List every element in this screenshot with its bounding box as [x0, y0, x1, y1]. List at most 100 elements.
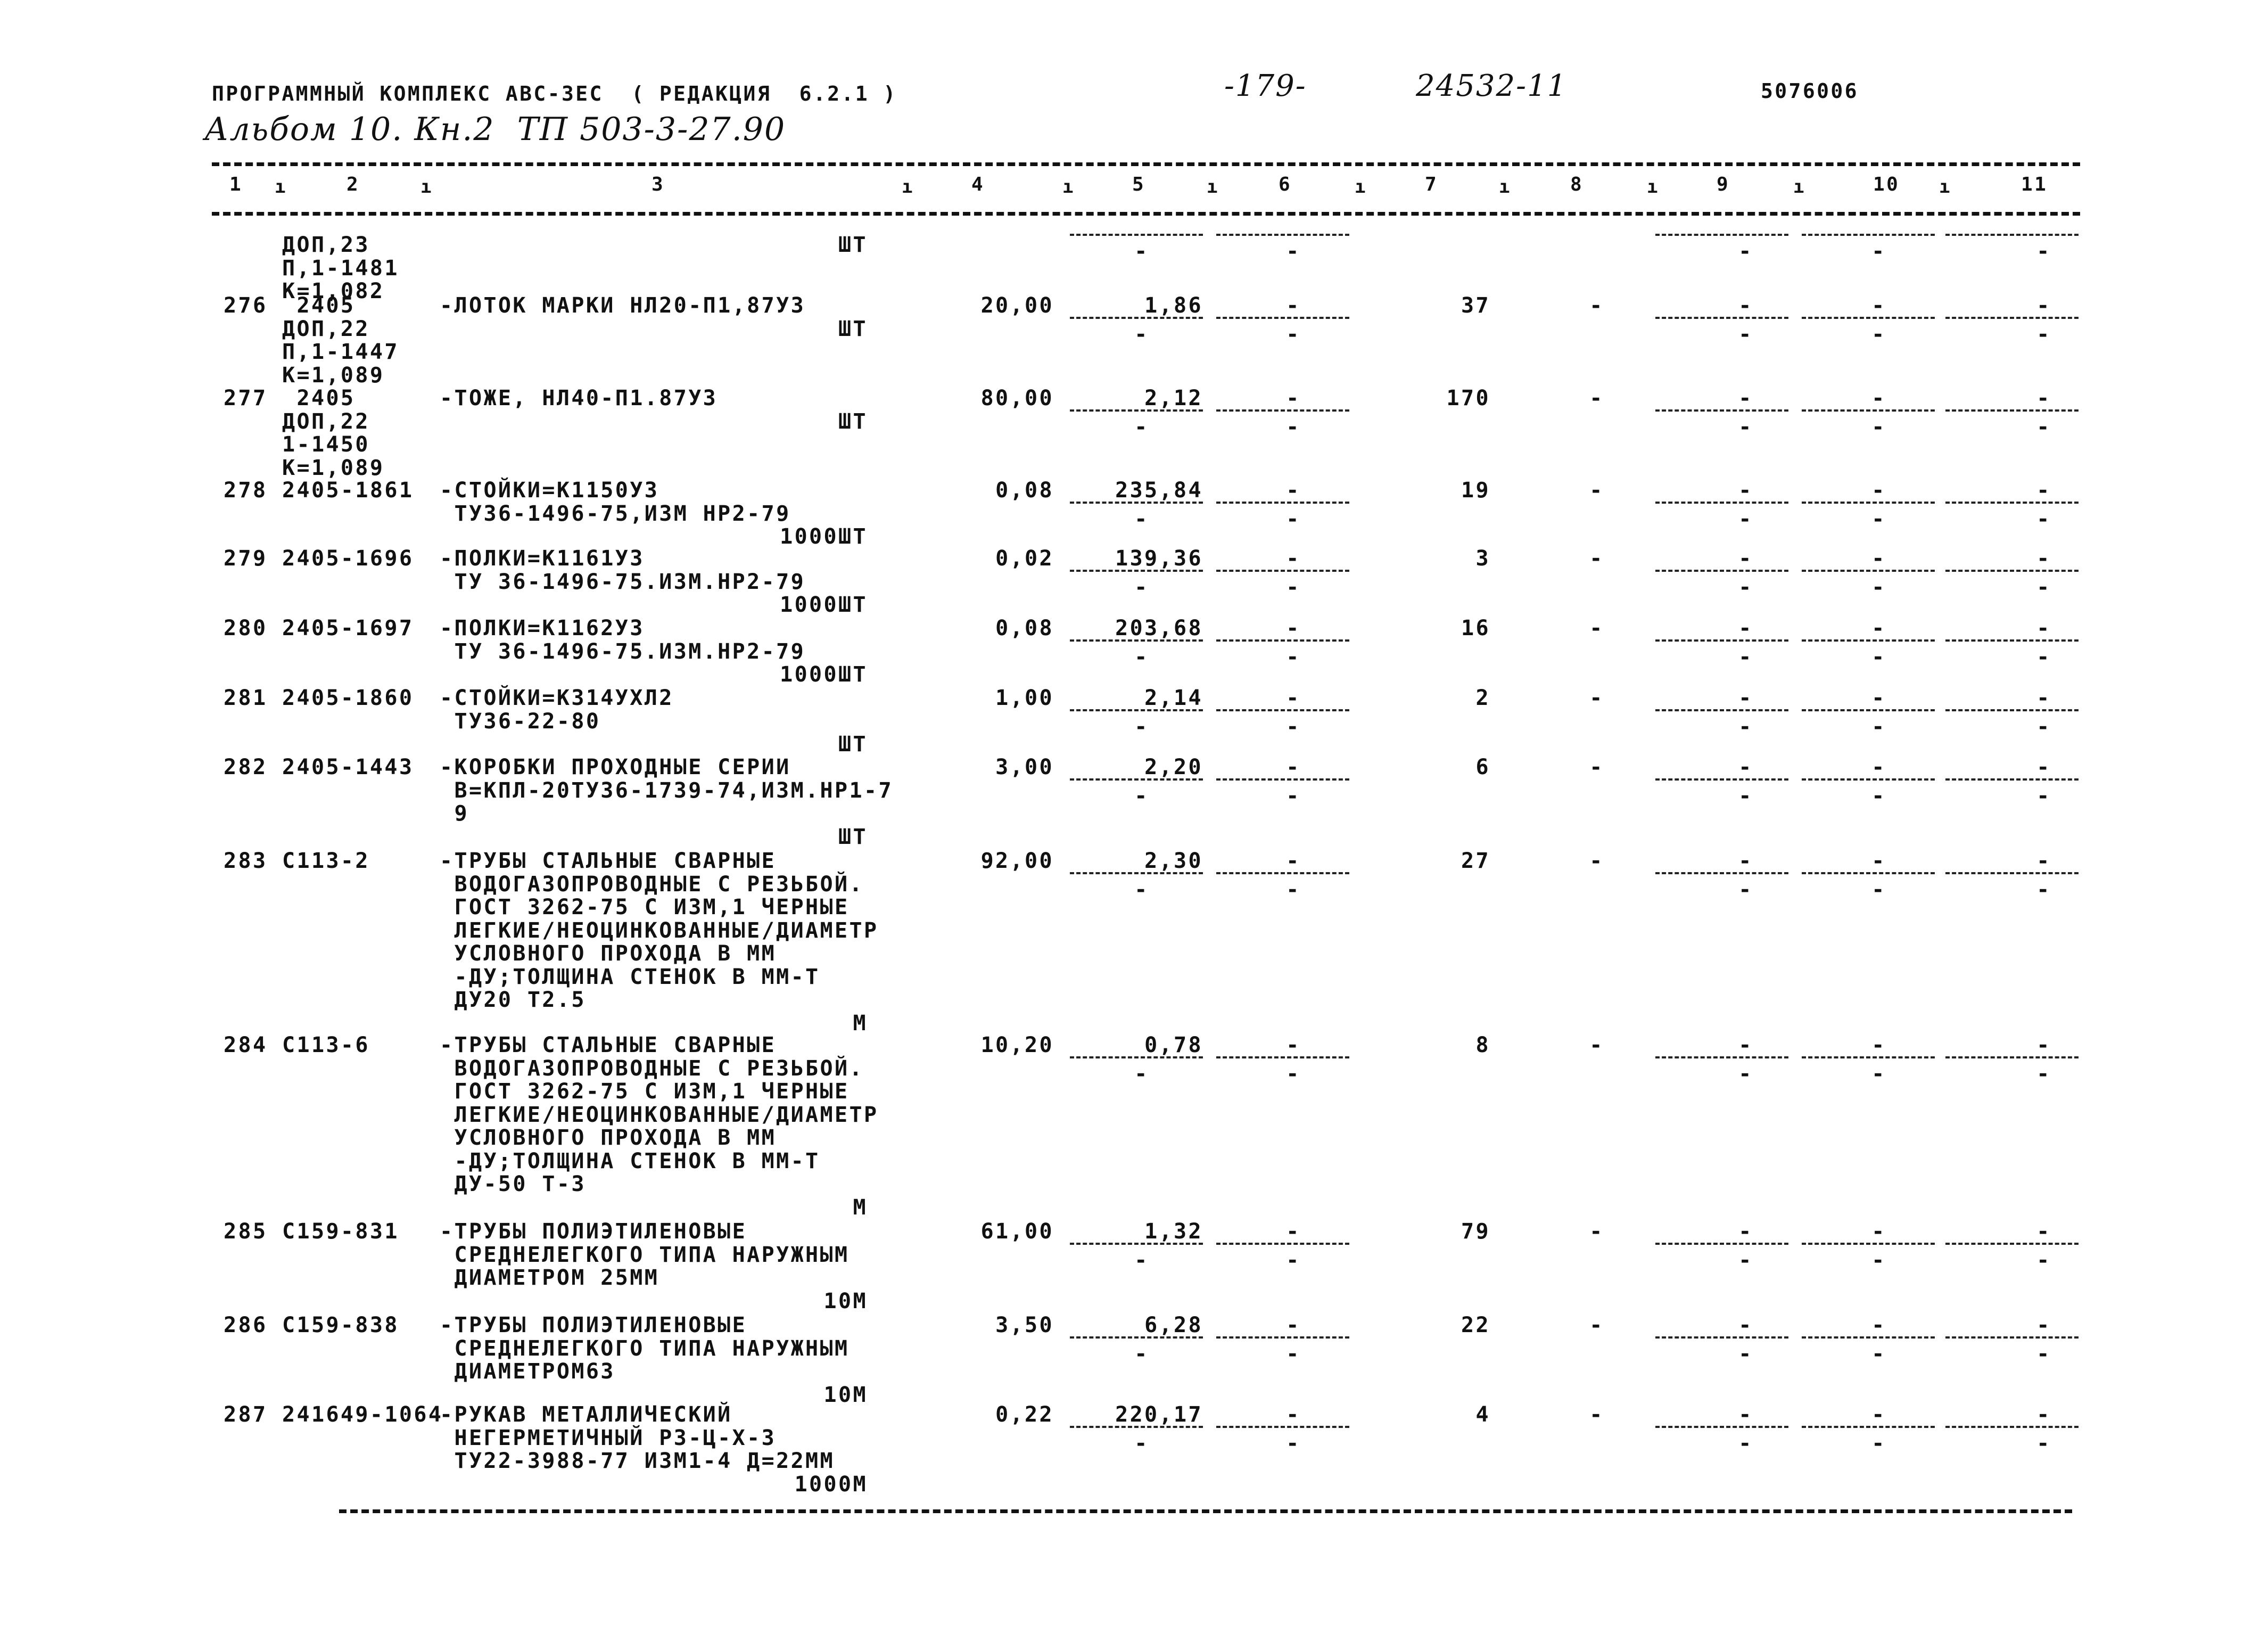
dashed-subtotal-line [1802, 234, 1935, 236]
unit-price-value: 1,86 [1144, 293, 1203, 318]
col11-value: - [2036, 686, 2051, 710]
col9-value: - [1738, 546, 1753, 571]
unit-of-measure: ШТ [838, 732, 868, 757]
dashed-subtotal-line [1216, 1426, 1349, 1428]
total-value: 6 [1475, 755, 1490, 779]
sub-value: - [1286, 784, 1301, 808]
column-separator: ı [1647, 176, 1660, 198]
col9-value: - [1738, 755, 1753, 779]
col9-value: - [1738, 1402, 1753, 1427]
dashed-subtotal-line [1070, 778, 1203, 781]
col6-value: - [1286, 755, 1301, 779]
column-number: 3 [651, 174, 665, 195]
sub-value: - [1738, 575, 1753, 600]
sub-value: - [1286, 1062, 1301, 1086]
item-description-line: ДУ20 Т2.5 [440, 988, 586, 1012]
dashed-subtotal-line [1216, 409, 1349, 412]
sub-value: - [1738, 1342, 1753, 1366]
item-description-line: 9 [440, 801, 469, 826]
item-description-line: СРЕДНЕЛЕГКОГО ТИПА НАРУЖНЫМ [440, 1242, 850, 1267]
unit-of-measure: 1000М [794, 1472, 868, 1497]
item-code-line: ДОП,22 [282, 409, 370, 434]
sub-value: - [1286, 715, 1301, 739]
item-code-line: 241649-1064 [282, 1402, 443, 1427]
sub-value: - [1871, 575, 1886, 600]
col8-value: - [1589, 1402, 1604, 1427]
unit-of-measure: 1000ШТ [780, 593, 868, 617]
item-number: 283 [224, 849, 268, 873]
item-description-line: УСЛОВНОГО ПРОХОДА В ММ [440, 1126, 777, 1150]
item-number: 287 [224, 1402, 268, 1427]
sub-value: - [1871, 877, 1886, 902]
unit-of-measure: 1000ШТ [780, 662, 868, 687]
sub-value: - [2036, 415, 2051, 439]
total-value: 2 [1475, 686, 1490, 710]
dashed-subtotal-line [1655, 639, 1788, 642]
item-code-line: 2405 [282, 293, 356, 318]
total-value: 3 [1475, 546, 1490, 571]
item-description-line: ТУ36-1496-75,ИЗМ НР2-79 [440, 501, 791, 526]
column-separator: ı [275, 176, 287, 198]
col9-value: - [1738, 686, 1753, 710]
col10-value: - [1871, 1313, 1886, 1337]
sub-value: - [1134, 645, 1149, 669]
col9-value: - [1738, 1033, 1753, 1057]
col8-value: - [1589, 686, 1604, 710]
sub-value: - [1134, 715, 1149, 739]
sub-value: - [1871, 784, 1886, 808]
sub-value: - [1871, 507, 1886, 531]
sub-value: - [1134, 415, 1149, 439]
dashed-subtotal-line [1216, 1243, 1349, 1245]
unit-price-value: 235,84 [1115, 478, 1203, 503]
dashed-subtotal-line [1216, 570, 1349, 572]
item-description-line: -ТРУБЫ СТАЛЬНЫЕ СВАРНЫЕ [440, 1033, 777, 1057]
column-separator: ı [1207, 176, 1219, 198]
total-value: 16 [1461, 616, 1490, 641]
dashed-subtotal-line [1945, 317, 2079, 319]
dashed-subtotal-line [1070, 409, 1203, 412]
col11-value: - [2036, 1402, 2051, 1427]
dashed-subtotal-line [1070, 570, 1203, 572]
col10-value: - [1871, 616, 1886, 641]
item-code-line: С159-838 [282, 1313, 399, 1337]
item-description-line: -ТРУБЫ ПОЛИЭТИЛЕНОВЫЕ [440, 1219, 747, 1244]
col6-value: - [1286, 849, 1301, 873]
column-separator: ı [420, 176, 433, 198]
col8-value: - [1589, 293, 1604, 318]
col9-value: - [1738, 386, 1753, 410]
item-description-line: ДУ-50 Т-3 [440, 1172, 586, 1196]
item-description-line: -ПОЛКИ=К1161У3 [440, 546, 645, 571]
dashed-subtotal-line [1216, 317, 1349, 319]
unit-price-value: 2,20 [1144, 755, 1203, 779]
sub-value: - [1286, 1431, 1301, 1456]
sub-value: - [1738, 239, 1753, 264]
unit-price-value: 2,30 [1144, 849, 1203, 873]
unit-of-measure: 10М [823, 1288, 868, 1313]
dashed-subtotal-line [1216, 872, 1349, 874]
sub-value: - [1134, 1342, 1149, 1366]
item-code-line: С113-2 [282, 849, 370, 873]
sub-value: - [2036, 322, 2051, 347]
sub-value: - [2036, 507, 2051, 531]
sub-value: - [1738, 1062, 1753, 1086]
quantity-value: 20,00 [980, 293, 1054, 318]
col11-value: - [2036, 386, 2051, 410]
column-separator: ı [902, 176, 914, 198]
sub-value: - [2036, 1431, 2051, 1456]
col6-value: - [1286, 686, 1301, 710]
sub-value: - [1738, 645, 1753, 669]
sub-value: - [2036, 575, 2051, 600]
col11-value: - [2036, 849, 2051, 873]
dashed-subtotal-line [1802, 1426, 1935, 1428]
unit-of-measure: М [853, 1011, 868, 1036]
sub-value: - [1134, 507, 1149, 531]
unit-price-value: 2,12 [1144, 386, 1203, 410]
dashed-subtotal-line [1945, 1243, 2079, 1245]
dashed-subtotal-line [1655, 502, 1788, 504]
header-bottom-rule [212, 212, 2080, 216]
dashed-subtotal-line [1802, 317, 1935, 319]
item-code-line: 2405-1697 [282, 616, 414, 641]
total-value: 4 [1475, 1402, 1490, 1427]
col6-value: - [1286, 1402, 1301, 1427]
item-number: 277 [224, 386, 268, 410]
